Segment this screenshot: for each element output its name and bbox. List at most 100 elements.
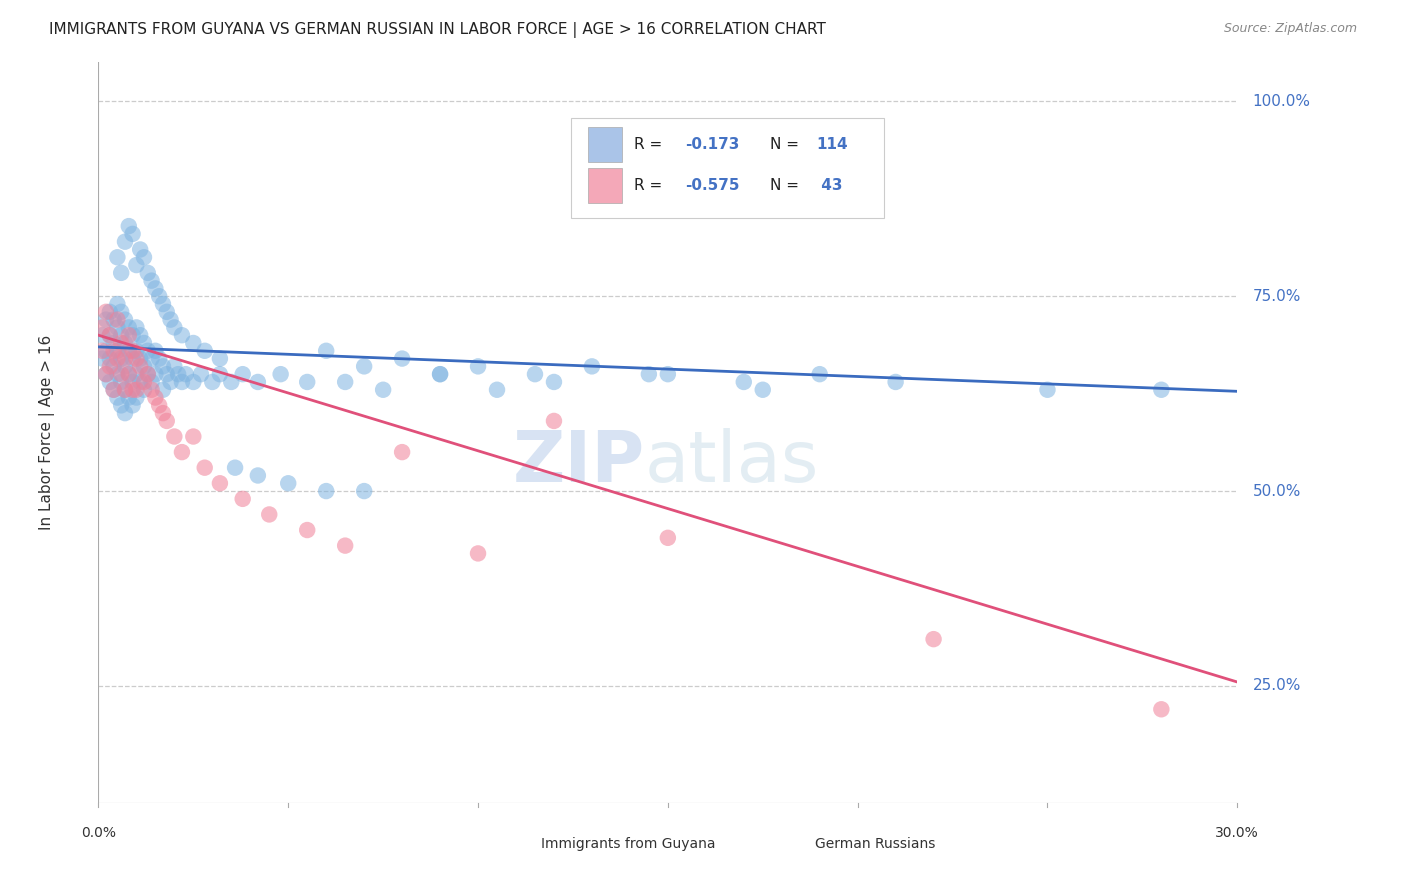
Point <box>114 235 136 249</box>
Point <box>98 351 121 366</box>
Point <box>110 398 132 412</box>
Point <box>121 398 143 412</box>
Point <box>114 351 136 366</box>
Point <box>121 383 143 397</box>
Point <box>141 351 163 366</box>
Text: ZIP: ZIP <box>513 428 645 497</box>
Point <box>315 484 337 499</box>
Point <box>110 305 132 319</box>
Point <box>148 351 170 366</box>
Bar <box>588 127 623 162</box>
Point <box>94 367 117 381</box>
Point <box>543 414 565 428</box>
Point <box>246 468 269 483</box>
Point <box>114 383 136 397</box>
Point <box>1036 383 1059 397</box>
Text: N =: N = <box>770 137 804 153</box>
Point <box>170 375 193 389</box>
Point <box>297 523 319 537</box>
Point <box>156 367 179 381</box>
Point <box>118 219 141 233</box>
Point <box>121 375 143 389</box>
Text: IMMIGRANTS FROM GUYANA VS GERMAN RUSSIAN IN LABOR FORCE | AGE > 16 CORRELATION C: IMMIGRANTS FROM GUYANA VS GERMAN RUSSIAN… <box>49 22 827 38</box>
Point <box>110 351 132 366</box>
Point <box>467 359 489 374</box>
Point <box>136 367 159 381</box>
Point <box>159 312 181 326</box>
Text: N =: N = <box>770 178 804 193</box>
Point <box>121 343 143 358</box>
Text: R =: R = <box>634 178 666 193</box>
Point <box>98 375 121 389</box>
Point <box>125 367 148 381</box>
Text: 25.0%: 25.0% <box>1253 679 1301 693</box>
Point <box>118 367 141 381</box>
Point <box>208 351 231 366</box>
Point <box>156 414 179 428</box>
Point <box>136 266 159 280</box>
Point <box>1150 702 1173 716</box>
Point <box>145 281 167 295</box>
Point <box>141 274 163 288</box>
Text: R =: R = <box>634 137 666 153</box>
Point <box>467 546 489 560</box>
Point <box>145 367 167 381</box>
Point <box>152 383 174 397</box>
Point <box>103 343 125 358</box>
Point <box>118 367 141 381</box>
Point <box>94 367 117 381</box>
Point <box>335 539 357 553</box>
Point <box>121 351 143 366</box>
Point <box>107 320 129 334</box>
Point <box>884 375 907 389</box>
Point <box>163 359 186 374</box>
Point <box>114 406 136 420</box>
Point <box>107 367 129 381</box>
Point <box>125 320 148 334</box>
Point <box>371 383 394 397</box>
Point <box>110 328 132 343</box>
Point <box>114 312 136 326</box>
FancyBboxPatch shape <box>571 118 884 218</box>
Text: German Russians: German Russians <box>814 837 935 850</box>
Point <box>129 351 152 366</box>
Point <box>1150 383 1173 397</box>
Bar <box>588 168 623 203</box>
Point <box>270 367 292 381</box>
Point <box>638 367 661 381</box>
Point <box>246 375 269 389</box>
Point <box>129 243 152 257</box>
Point <box>141 375 163 389</box>
Point <box>125 258 148 272</box>
Point <box>132 375 155 389</box>
Point <box>208 476 231 491</box>
Point <box>391 351 413 366</box>
Text: 43: 43 <box>815 178 842 193</box>
Point <box>91 328 114 343</box>
Point <box>125 343 148 358</box>
Point <box>98 305 121 319</box>
Point <box>107 250 129 264</box>
Point <box>129 328 152 343</box>
Point <box>121 328 143 343</box>
Point <box>91 351 114 366</box>
Point <box>107 312 129 326</box>
Point <box>132 383 155 397</box>
Bar <box>776 832 801 855</box>
Point <box>103 359 125 374</box>
Point <box>486 383 509 397</box>
Point <box>98 328 121 343</box>
Point <box>94 305 117 319</box>
Text: 114: 114 <box>815 137 848 153</box>
Point <box>163 429 186 443</box>
Point <box>752 383 775 397</box>
Point <box>657 531 679 545</box>
Point <box>91 343 114 358</box>
Point <box>103 312 125 326</box>
Point <box>353 484 375 499</box>
Point <box>259 508 281 522</box>
Text: Immigrants from Guyana: Immigrants from Guyana <box>541 837 716 850</box>
Point <box>145 343 167 358</box>
Point <box>148 398 170 412</box>
Point <box>152 359 174 374</box>
